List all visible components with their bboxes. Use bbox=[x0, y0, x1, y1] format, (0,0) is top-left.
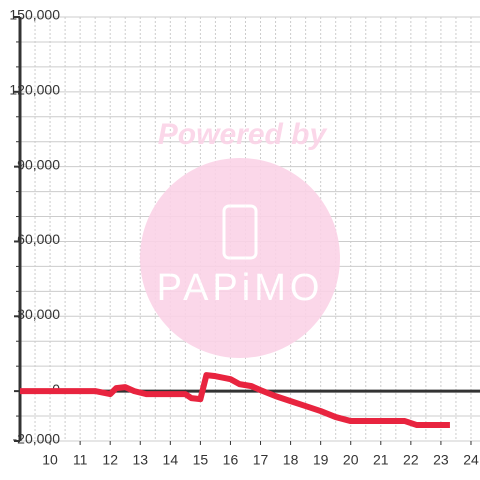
y-tick-label: 90,000 bbox=[17, 156, 60, 172]
x-tick-label: 18 bbox=[283, 452, 299, 468]
y-tick-label: 60,000 bbox=[17, 231, 60, 247]
y-tick-label: 150,000 bbox=[9, 7, 60, 23]
x-tick-label: 20 bbox=[343, 452, 359, 468]
watermark-logo: PAPiMO bbox=[157, 267, 324, 309]
x-tick-label: 23 bbox=[433, 452, 449, 468]
x-tick-label: 10 bbox=[42, 452, 58, 468]
x-tick-label: 12 bbox=[102, 452, 118, 468]
x-tick-label: 15 bbox=[193, 452, 209, 468]
x-tick-label: 17 bbox=[253, 452, 269, 468]
x-tick-label: 24 bbox=[463, 452, 479, 468]
watermark-text: Powered by bbox=[158, 118, 328, 151]
line bbox=[20, 372, 450, 429]
x-tick-label: 13 bbox=[132, 452, 148, 468]
x-tick-label: 11 bbox=[73, 452, 88, 468]
y-tick-label: 30,000 bbox=[17, 306, 60, 322]
phone-icon bbox=[222, 204, 258, 260]
x-tick-label: 19 bbox=[313, 452, 329, 468]
y-tick-label: 120,000 bbox=[9, 82, 60, 98]
x-tick-label: 14 bbox=[163, 452, 179, 468]
x-tick-label: 21 bbox=[373, 452, 389, 468]
x-tick-label: 16 bbox=[223, 452, 239, 468]
x-tick-label: 22 bbox=[403, 452, 419, 468]
y-tick-label: -20,000 bbox=[13, 431, 61, 447]
watermark: Powered by PAPiMO bbox=[140, 118, 340, 358]
